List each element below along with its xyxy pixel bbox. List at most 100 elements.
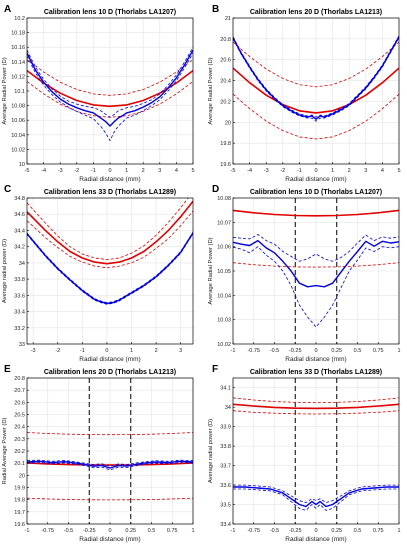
y-tick-label: 10.12 [11, 74, 25, 80]
panel-letter: E [4, 364, 11, 375]
chart-panel-d: -1 -0.75 -0.5 -0.25 0 0.25 0.5 0.75 1 10.02 10.03 1… [208, 184, 401, 363]
chart-panel-f: -1 -0.75 -0.5 -0.25 0 0.25 0.5 0.75 1 33.4 33.5 33.… [208, 364, 401, 543]
x-tick-label: 0.5 [354, 348, 362, 354]
y-tick-label: 10.02 [217, 342, 231, 348]
x-tick-label: 5 [191, 168, 194, 174]
y-tick-label: 10.07 [217, 220, 231, 226]
x-tick-label: 0.25 [125, 528, 136, 534]
y-tick-label: 33 [19, 342, 25, 348]
panel-letter: A [4, 4, 11, 15]
x-tick-label: -5 [25, 168, 30, 174]
x-tick-label: -3 [58, 168, 63, 174]
x-axis-label: Radial distance (mm) [79, 356, 140, 363]
x-tick-label: -1 [91, 168, 96, 174]
y-tick-label: 20.7 [14, 388, 25, 394]
y-tick-label: 34.1 [220, 386, 231, 392]
y-tick-label: 34.4 [14, 228, 25, 234]
y-tick-label: 20.1 [14, 461, 25, 467]
x-tick-label: 1 [125, 168, 128, 174]
y-tick-label: 10.2 [14, 16, 25, 22]
axes-frame [26, 197, 194, 345]
y-tick-label: 10.14 [11, 60, 25, 66]
x-tick-label: 1 [397, 528, 400, 534]
series-line-model-dashed-1 [233, 397, 399, 404]
x-tick-label: 1 [397, 348, 400, 354]
x-axis-label: Radial distance (mm) [79, 176, 140, 183]
series-line-model-dashed-1 [27, 198, 189, 261]
y-tick-label: 10.04 [217, 293, 231, 299]
x-tick-label: 0.5 [148, 528, 156, 534]
y-tick-label: 20.8 [14, 376, 25, 382]
plot-area [27, 198, 193, 344]
y-tick-label: 33.8 [220, 444, 231, 450]
series-line-model-dashed-2 [233, 93, 399, 140]
y-tick-label: 10.08 [217, 196, 231, 202]
y-tick-label: 33.7 [220, 464, 231, 470]
x-axis-label: Radial distance (mm) [285, 176, 346, 183]
chart-panel-e: -1 -0.75 -0.5 -0.25 0 0.25 0.5 0.75 1 19.6 19.7 19.… [2, 364, 195, 543]
series-line-model-dashed-2 [27, 210, 193, 269]
series-line-measured-dashed-5 [27, 52, 193, 142]
x-tick-label: 3 [364, 168, 367, 174]
x-tick-label: -1 [80, 348, 85, 354]
y-tick-label: 19.7 [14, 510, 25, 516]
y-tick-label: 33.2 [14, 326, 25, 332]
series-line-model-solid-0 [233, 67, 399, 114]
series-line-measured-solid-3 [27, 460, 193, 469]
y-tick-label: 20.8 [220, 37, 231, 43]
y-tick-label: 10.02 [11, 147, 25, 153]
x-tick-label: 0 [314, 348, 317, 354]
y-tick-label: 21 [225, 16, 231, 22]
series-line-measured-dashed-4 [27, 47, 193, 118]
x-tick-label: 3 [179, 348, 182, 354]
y-tick-label: 20.6 [14, 400, 25, 406]
y-tick-label: 34 [19, 261, 25, 267]
series-group [233, 198, 399, 344]
x-tick-label: 3 [158, 168, 161, 174]
x-tick-label: -3 [264, 168, 269, 174]
y-tick-label: 10.1 [14, 89, 25, 95]
chart-title: Calibration lens 20 D (Thorlabs LA1213) [44, 369, 176, 376]
y-tick-label: 20.2 [14, 449, 25, 455]
x-tick-label: 0.75 [373, 348, 384, 354]
series-line-measured-dashed-5 [233, 488, 399, 511]
chart-title: Calibration lens 10 D (Thorlabs LA1207) [44, 9, 176, 16]
y-axis-label: Radial Average Power (D) [2, 417, 8, 484]
x-tick-label: -2 [55, 348, 60, 354]
series-group [27, 378, 193, 524]
y-axis-label: Average radial power (D) [208, 419, 214, 483]
y-tick-label: 10.06 [217, 245, 231, 251]
x-tick-label: -5 [231, 168, 236, 174]
y-tick-label: 33.4 [14, 310, 25, 316]
x-tick-label: -0.5 [64, 528, 73, 534]
x-axis-label: Radial distance (mm) [285, 536, 346, 543]
x-tick-label: -0.25 [289, 528, 302, 534]
y-axis-label: Average Radial Power (D) [2, 57, 8, 124]
x-tick-label: -1 [25, 528, 30, 534]
x-tick-label: -1 [297, 168, 302, 174]
series-group [233, 378, 399, 524]
y-tick-label: 33.9 [220, 425, 231, 431]
series-line-model-dashed-2 [27, 497, 193, 501]
series-line-model-dashed-1 [233, 262, 399, 268]
x-tick-label: 4 [381, 168, 384, 174]
x-tick-label: -0.5 [270, 348, 279, 354]
series-line-measured-solid-3 [233, 36, 399, 120]
series-line-model-solid-0 [27, 462, 193, 466]
x-tick-label: -0.75 [247, 348, 260, 354]
x-axis-label: Radial distance (mm) [79, 536, 140, 543]
series-line-measured-solid-3 [233, 486, 399, 508]
x-tick-label: -0.75 [41, 528, 54, 534]
y-tick-label: 34.2 [14, 245, 25, 251]
series-line-model-dashed-1 [27, 432, 193, 436]
series-group [27, 198, 193, 305]
series-line-measured-solid-2 [233, 239, 399, 288]
panel-letter: B [212, 4, 219, 15]
panel-letter: D [212, 184, 219, 195]
y-tick-label: 34 [225, 405, 231, 411]
series-line-model-dashed-2 [233, 410, 399, 415]
x-tick-label: 2 [155, 348, 158, 354]
panel-letter: F [212, 364, 218, 375]
y-tick-label: 20.3 [14, 437, 25, 443]
